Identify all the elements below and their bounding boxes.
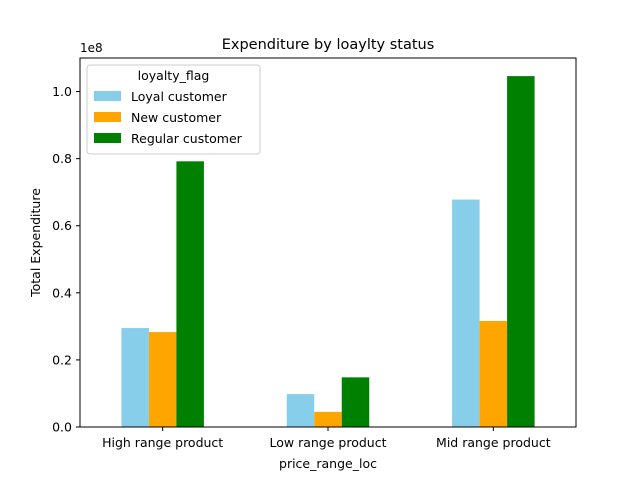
legend-swatch — [94, 133, 121, 143]
y-tick-label: 1.0 — [52, 84, 72, 99]
x-tick-label: Mid range product — [436, 435, 551, 450]
y-tick-label: 0.8 — [52, 151, 72, 166]
y-scale-label: 1e8 — [80, 41, 103, 55]
bar-new-customer-3 — [479, 320, 508, 427]
legend-entry-label: New customer — [131, 110, 222, 125]
legend-entry-label: Loyal customer — [131, 89, 228, 104]
y-tick-label: 0.4 — [52, 285, 72, 300]
legend-box — [86, 64, 261, 155]
y-tick-label: 0.2 — [52, 352, 72, 367]
legend: loyalty_flag Loyal customer New customer R… — [86, 64, 261, 155]
bar-new-customer-1 — [148, 332, 177, 427]
y-axis: 0.0 0.2 0.4 0.6 0.8 1.0 — [52, 84, 80, 435]
bars-group — [121, 76, 535, 427]
x-tick-label: High range product — [102, 435, 223, 450]
bar-regular-customer-1 — [176, 161, 204, 427]
y-tick-label: 0.0 — [52, 420, 72, 435]
bar-loyal-customer-2 — [286, 394, 315, 427]
bar-loyal-customer-3 — [452, 199, 480, 427]
legend-title: loyalty_flag — [138, 68, 210, 83]
bar-loyal-customer-1 — [121, 328, 149, 427]
x-axis-label: price_range_loc — [279, 456, 377, 471]
bar-regular-customer-2 — [341, 377, 370, 427]
y-axis-label: Total Expenditure — [28, 188, 43, 298]
y-tick-label: 0.6 — [52, 218, 72, 233]
bar-regular-customer-3 — [507, 76, 535, 427]
legend-entry-label: Regular customer — [131, 131, 243, 146]
x-axis: High range product Low range product Mid r… — [102, 427, 551, 450]
x-tick-label: Low range product — [270, 435, 387, 450]
chart-title: Expenditure by loaylty status — [222, 37, 435, 53]
bar-new-customer-2 — [314, 411, 342, 427]
legend-swatch — [94, 91, 121, 101]
legend-swatch — [94, 112, 121, 122]
